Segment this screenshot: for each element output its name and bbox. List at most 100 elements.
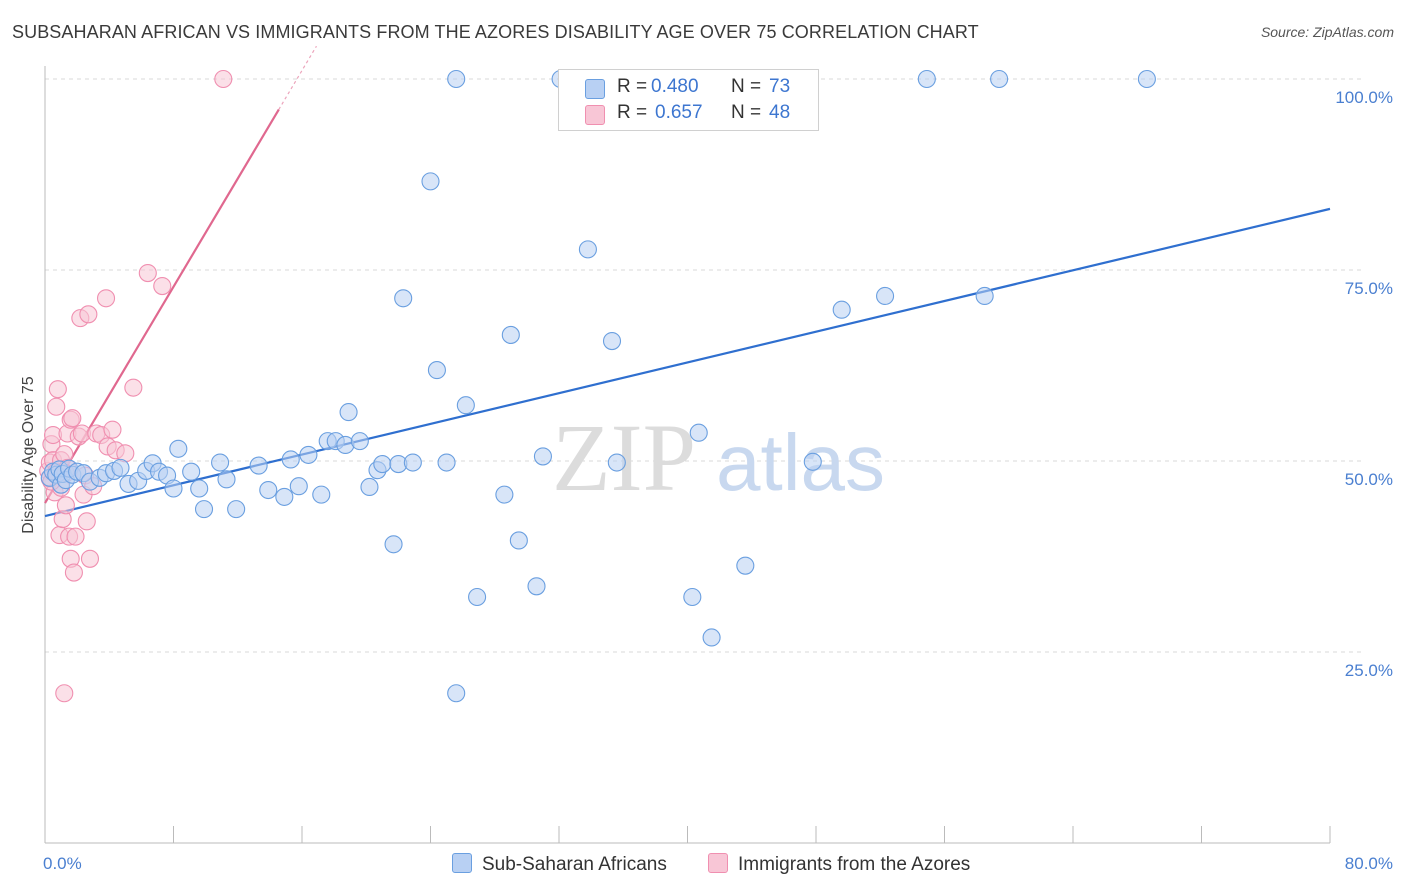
point-subsaharan (990, 69, 1009, 89)
legend-n-value: 48 (769, 102, 791, 123)
point-subsaharan (360, 477, 379, 497)
point-subsaharan (509, 531, 528, 550)
y-tick-label: 50.0% (1345, 470, 1393, 489)
point-azores (214, 69, 233, 89)
legend-n-value: 73 (769, 76, 791, 97)
point-subsaharan (456, 396, 475, 415)
point-azores (55, 684, 74, 703)
source-credit: Source: ZipAtlas.com (1260, 24, 1394, 40)
point-subsaharan (495, 485, 514, 504)
legend-swatch-pink (585, 105, 605, 125)
point-subsaharan (736, 556, 755, 575)
point-azores (63, 409, 82, 428)
watermark: ZIP atlas (552, 404, 885, 511)
point-azores (96, 289, 116, 308)
point-subsaharan (194, 500, 214, 519)
point-azores (77, 512, 96, 531)
legend-r-value: 0.657 (655, 102, 703, 123)
point-azores (47, 397, 66, 416)
point-azores (124, 378, 143, 397)
point-subsaharan (975, 286, 994, 306)
point-subsaharan (275, 487, 294, 506)
points-azores (39, 69, 233, 703)
legend-n-label: N = (731, 102, 762, 123)
bottom-legend-subsaharan: Sub-Saharan Africans (452, 853, 667, 877)
point-subsaharan (607, 453, 626, 472)
point-azores (48, 380, 67, 399)
axes (44, 66, 1331, 844)
point-azores (56, 496, 75, 515)
point-subsaharan (211, 453, 230, 472)
point-subsaharan (164, 479, 183, 498)
y-tick-label: 75.0% (1345, 279, 1393, 298)
legend-n-label: N = (731, 76, 762, 97)
point-azores (64, 563, 83, 582)
x-tick-label: 80.0% (1345, 854, 1393, 873)
point-subsaharan (339, 403, 358, 422)
legend-r-label: R = (617, 76, 648, 97)
point-azores (103, 420, 122, 439)
legend-r-label: R = (617, 102, 648, 123)
point-subsaharan (702, 628, 721, 647)
point-subsaharan (917, 69, 936, 89)
y-tick-label: 100.0% (1335, 88, 1393, 107)
point-azores (79, 305, 98, 324)
point-subsaharan (527, 577, 546, 596)
point-subsaharan (602, 332, 622, 351)
point-subsaharan (373, 455, 392, 474)
point-subsaharan (281, 450, 300, 469)
point-subsaharan (1137, 69, 1156, 89)
bottom-legend-label: Sub-Saharan Africans (482, 854, 667, 875)
correlation-legend: R = 0.480 N = 73 R = 0.657 N = 48 (558, 69, 819, 131)
point-subsaharan (190, 479, 209, 498)
point-azores (138, 264, 157, 283)
x-tick-label: 0.0% (43, 854, 82, 873)
point-subsaharan (803, 452, 822, 471)
gridlines (45, 78, 1365, 653)
point-azores (80, 549, 100, 568)
trendline-azores-dashed (278, 45, 317, 110)
bottom-legend-azores: Immigrants from the Azores (708, 853, 970, 877)
point-subsaharan (227, 500, 246, 519)
point-subsaharan (182, 462, 201, 481)
point-subsaharan (111, 458, 130, 477)
point-subsaharan (289, 477, 308, 496)
bottom-legend-label: Immigrants from the Azores (738, 854, 971, 875)
watermark-atlas: atlas (716, 418, 885, 507)
point-subsaharan (683, 587, 702, 607)
y-tick-label: 25.0% (1345, 661, 1393, 680)
point-subsaharan (217, 470, 236, 489)
point-subsaharan (249, 456, 268, 475)
point-subsaharan (689, 423, 708, 442)
point-subsaharan (501, 325, 520, 344)
point-azores (153, 276, 172, 296)
legend-r-value: 0.480 (651, 76, 699, 97)
point-subsaharan (427, 361, 446, 380)
bottom-legend-swatch-pink (708, 853, 728, 873)
points-subsaharan (40, 69, 1156, 703)
point-subsaharan (437, 453, 456, 472)
point-subsaharan (350, 432, 369, 451)
point-subsaharan (312, 485, 331, 504)
point-subsaharan (299, 445, 318, 464)
point-subsaharan (394, 289, 413, 308)
y-axis-label: Disability Age Over 75 (20, 376, 37, 534)
legend-swatch-blue (585, 79, 605, 99)
point-subsaharan (447, 684, 466, 703)
point-subsaharan (169, 439, 188, 458)
chart-title: SUBSAHARAN AFRICAN VS IMMIGRANTS FROM TH… (12, 22, 979, 42)
point-subsaharan (876, 286, 895, 306)
bottom-legend-swatch-blue (452, 853, 472, 873)
point-azores (66, 527, 85, 546)
point-subsaharan (384, 535, 403, 554)
point-subsaharan (403, 453, 422, 472)
point-subsaharan (468, 587, 487, 607)
point-subsaharan (421, 172, 440, 191)
point-subsaharan (533, 447, 552, 466)
point-subsaharan (832, 300, 851, 319)
tick-labels: 25.0% 50.0% 75.0% 100.0% 0.0% 80.0% (43, 88, 1393, 873)
point-subsaharan (578, 240, 597, 259)
point-subsaharan (447, 69, 466, 89)
point-subsaharan (259, 480, 278, 500)
